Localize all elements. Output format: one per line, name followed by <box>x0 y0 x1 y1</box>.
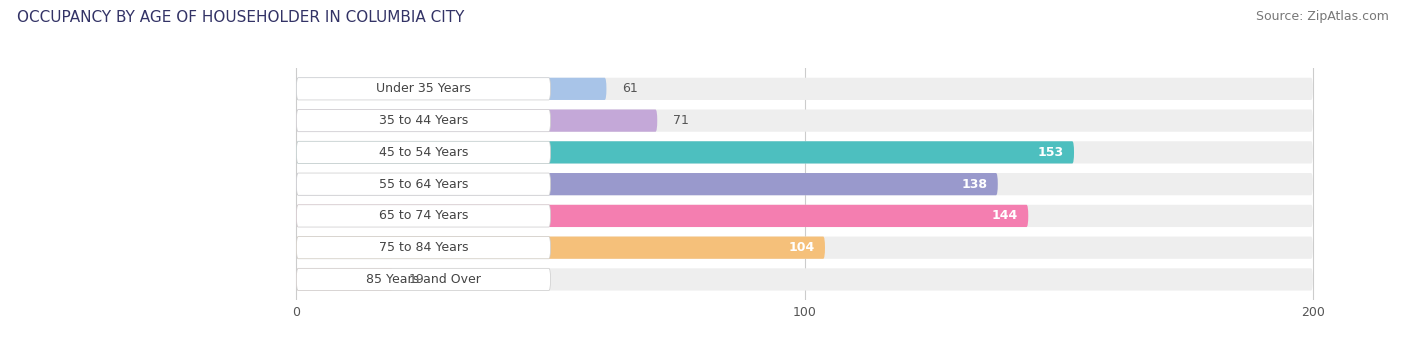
FancyBboxPatch shape <box>297 78 551 100</box>
Text: 19: 19 <box>408 273 425 286</box>
FancyBboxPatch shape <box>297 109 551 132</box>
FancyBboxPatch shape <box>297 268 1313 291</box>
Text: 61: 61 <box>621 82 637 95</box>
FancyBboxPatch shape <box>297 205 1313 227</box>
Text: 75 to 84 Years: 75 to 84 Years <box>378 241 468 254</box>
FancyBboxPatch shape <box>297 205 1028 227</box>
FancyBboxPatch shape <box>297 78 606 100</box>
FancyBboxPatch shape <box>297 78 1313 100</box>
FancyBboxPatch shape <box>297 141 551 163</box>
FancyBboxPatch shape <box>297 173 998 195</box>
Text: 35 to 44 Years: 35 to 44 Years <box>378 114 468 127</box>
FancyBboxPatch shape <box>297 109 657 132</box>
FancyBboxPatch shape <box>297 109 1313 132</box>
Text: 138: 138 <box>962 178 987 191</box>
FancyBboxPatch shape <box>297 173 1313 195</box>
Text: Under 35 Years: Under 35 Years <box>375 82 471 95</box>
Text: 71: 71 <box>672 114 689 127</box>
Text: 65 to 74 Years: 65 to 74 Years <box>378 209 468 222</box>
Text: 45 to 54 Years: 45 to 54 Years <box>378 146 468 159</box>
Text: 85 Years and Over: 85 Years and Over <box>366 273 481 286</box>
Text: 144: 144 <box>991 209 1018 222</box>
FancyBboxPatch shape <box>297 237 1313 259</box>
FancyBboxPatch shape <box>297 141 1074 163</box>
FancyBboxPatch shape <box>297 237 551 259</box>
Text: 104: 104 <box>789 241 815 254</box>
FancyBboxPatch shape <box>297 268 551 291</box>
FancyBboxPatch shape <box>297 141 1313 163</box>
FancyBboxPatch shape <box>297 173 551 195</box>
Text: 55 to 64 Years: 55 to 64 Years <box>378 178 468 191</box>
Text: 153: 153 <box>1038 146 1064 159</box>
Text: Source: ZipAtlas.com: Source: ZipAtlas.com <box>1256 10 1389 23</box>
FancyBboxPatch shape <box>297 237 825 259</box>
FancyBboxPatch shape <box>297 268 392 291</box>
FancyBboxPatch shape <box>297 205 551 227</box>
Text: OCCUPANCY BY AGE OF HOUSEHOLDER IN COLUMBIA CITY: OCCUPANCY BY AGE OF HOUSEHOLDER IN COLUM… <box>17 10 464 25</box>
